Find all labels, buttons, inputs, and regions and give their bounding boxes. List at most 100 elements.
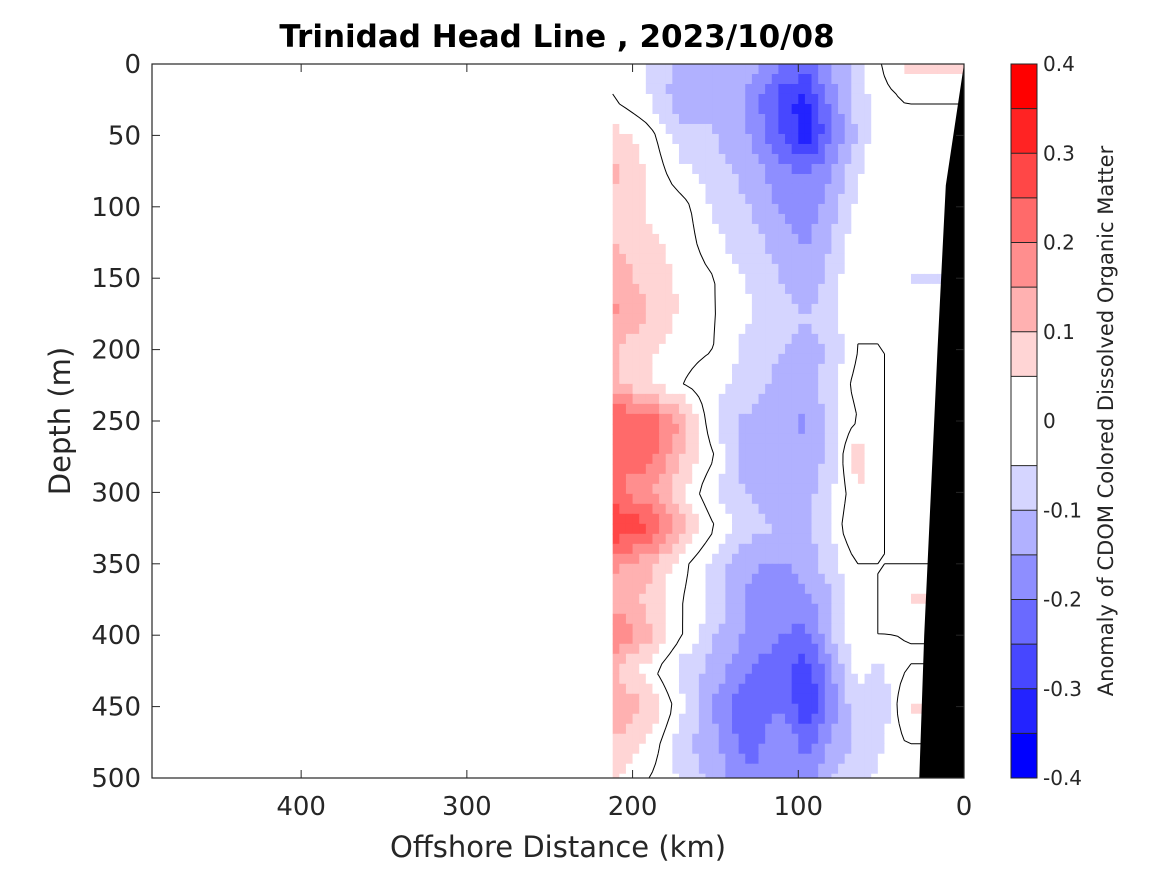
heatmap-cell [897, 323, 905, 335]
heatmap-cell [771, 483, 779, 495]
heatmap-cell [645, 273, 654, 285]
heatmap-cell [738, 643, 746, 655]
heatmap-cell [877, 383, 886, 395]
heatmap-cell [619, 273, 627, 285]
heatmap-cell [904, 503, 912, 515]
heatmap-cell [778, 463, 786, 475]
heatmap-cell [851, 533, 859, 545]
heatmap-cell [891, 133, 899, 145]
heatmap-cell [930, 323, 939, 335]
heatmap-cell [871, 143, 879, 155]
heatmap-cell [758, 373, 766, 385]
heatmap-cell [818, 483, 826, 495]
heatmap-cell [904, 663, 912, 675]
heatmap-cell [877, 633, 886, 645]
heatmap-cell [844, 423, 852, 435]
heatmap-cell [718, 603, 726, 615]
heatmap-cell [652, 733, 660, 745]
heatmap-cell [798, 353, 806, 365]
heatmap-cell [685, 713, 693, 725]
heatmap-cell [725, 523, 733, 535]
heatmap-cell [851, 263, 859, 275]
heatmap-cell [665, 613, 673, 625]
heatmap-cell [891, 213, 899, 225]
heatmap-cell [904, 203, 912, 215]
heatmap-cell [831, 533, 839, 545]
heatmap-cell [678, 83, 687, 95]
heatmap-cell [652, 673, 660, 685]
heatmap-cell [692, 523, 700, 535]
heatmap-cell [891, 153, 899, 165]
heatmap-cell [678, 683, 687, 695]
heatmap-cell [659, 383, 667, 395]
heatmap-cell [771, 273, 779, 285]
heatmap-cell [904, 283, 912, 295]
heatmap-cell [765, 623, 773, 635]
heatmap-cell [844, 203, 852, 215]
heatmap-cell [672, 133, 680, 145]
heatmap-cell [811, 403, 819, 415]
heatmap-cell [632, 273, 640, 285]
heatmap-cell [838, 463, 846, 475]
heatmap-cell [791, 673, 799, 685]
heatmap-cell [639, 513, 647, 525]
heatmap-cell [685, 313, 693, 325]
heatmap-cell [718, 83, 726, 95]
heatmap-cell [917, 693, 925, 705]
heatmap-cell [672, 153, 680, 165]
heatmap-cell [692, 673, 700, 685]
heatmap-cell [831, 593, 839, 605]
heatmap-cell [698, 473, 707, 485]
heatmap-cell [818, 593, 826, 605]
heatmap-cell [678, 323, 687, 335]
heatmap-cell [612, 533, 620, 545]
heatmap-cell [692, 683, 700, 695]
heatmap-cell [904, 613, 912, 625]
heatmap-cell [745, 373, 753, 385]
heatmap-cell [891, 413, 899, 425]
heatmap-cell [891, 443, 899, 455]
heatmap-cell [738, 513, 746, 525]
heatmap-cell [685, 123, 693, 135]
heatmap-cell [698, 403, 707, 415]
heatmap-cell [652, 583, 660, 595]
heatmap-cell [778, 283, 786, 295]
heatmap-cell [831, 233, 839, 245]
heatmap-cell [778, 643, 786, 655]
heatmap-cell [844, 663, 852, 675]
heatmap-cell [645, 693, 654, 705]
heatmap-cell [844, 233, 852, 245]
heatmap-cell [685, 563, 693, 575]
heatmap-cell [824, 163, 833, 175]
heatmap-cell [765, 243, 773, 255]
heatmap-cell [765, 163, 773, 175]
heatmap-cell [937, 123, 945, 135]
heatmap-cell [765, 423, 773, 435]
heatmap-cell [652, 363, 660, 375]
heatmap-cell [652, 503, 660, 515]
heatmap-cell [791, 173, 799, 185]
heatmap-cell [672, 373, 680, 385]
heatmap-cell [632, 533, 640, 545]
heatmap-cell [857, 293, 866, 305]
heatmap-cell [639, 213, 647, 225]
heatmap-cell [791, 363, 799, 375]
heatmap-cell [639, 473, 647, 485]
heatmap-cell [791, 64, 799, 75]
heatmap-cell [831, 343, 839, 355]
heatmap-cell [678, 653, 687, 665]
heatmap-cell [698, 283, 707, 295]
heatmap-cell [672, 653, 680, 665]
heatmap-cell [944, 143, 952, 155]
heatmap-cell [692, 353, 700, 365]
heatmap-cell [738, 453, 746, 465]
heatmap-cell [785, 573, 793, 585]
heatmap-cell [857, 413, 866, 425]
heatmap-cell [778, 143, 786, 155]
heatmap-cell [771, 303, 779, 315]
heatmap-cell [785, 143, 793, 155]
heatmap-cell [778, 683, 786, 695]
heatmap-cell [838, 523, 846, 535]
heatmap-cell [712, 733, 720, 745]
heatmap-cell [798, 493, 806, 505]
